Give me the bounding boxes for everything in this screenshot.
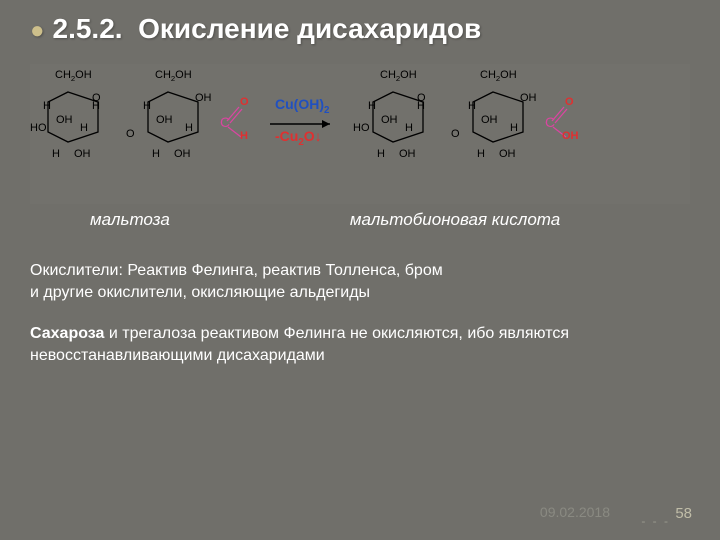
ho-label: HO [353, 122, 370, 134]
oh-label: OH [174, 148, 191, 160]
slide-date: 09.02.2018 [540, 504, 610, 520]
ho-label: HO [30, 122, 47, 134]
para2-bold: Сахароза [30, 325, 104, 342]
corner-decoration: - - - [641, 514, 670, 528]
reaction-scheme: CH2OH O H H OH H HO H OH O CH2OH OH H OH… [30, 64, 690, 204]
h-label: H [185, 122, 193, 134]
o-bridge: O [451, 128, 460, 140]
oh-label: OH [56, 114, 73, 126]
h-label: H [143, 100, 151, 112]
oh-label: OH [156, 114, 173, 126]
oh-label: OH [399, 148, 416, 160]
h-red: H [240, 130, 248, 142]
para2-line2: невосстанавливающими дисахаридами [30, 347, 325, 364]
oh-label: OH [74, 148, 91, 160]
slide: ●2.5.2. Окисление дисахаридов CH2OH O H … [0, 0, 720, 540]
oh-label: OH [195, 92, 212, 104]
oh-label: OH [481, 114, 498, 126]
reagent-cuoh2: Cu(OH)2 [275, 96, 329, 116]
h-label: H [405, 122, 413, 134]
h-label: H [43, 100, 51, 112]
h-label: H [52, 148, 60, 160]
h-label: H [468, 100, 476, 112]
maltose-label: мальтоза [90, 210, 170, 230]
h-label: H [477, 148, 485, 160]
o-red: O [565, 96, 574, 108]
para1-line1: Окислители: Реактив Фелинга, реактив Тол… [30, 262, 443, 279]
para1-line2: и другие окислители, окисляющие альдегид… [30, 284, 370, 301]
h-label: H [417, 100, 425, 112]
bullet-icon: ● [30, 17, 45, 44]
h-label: H [377, 148, 385, 160]
h-label: H [368, 100, 376, 112]
h-label: H [152, 148, 160, 160]
o-red: O [240, 96, 249, 108]
sucrose-text: Сахароза и трегалоза реактивом Фелинга н… [30, 323, 690, 368]
oh-label: OH [520, 92, 537, 104]
h-label: H [80, 122, 88, 134]
page-number: 58 [675, 505, 692, 522]
oh-label: OH [381, 114, 398, 126]
h-label: H [510, 122, 518, 134]
compound-labels: мальтоза мальтобионовая кислота [30, 210, 690, 230]
oxidizers-text: Окислители: Реактив Фелинга, реактив Тол… [30, 260, 690, 305]
oh-red: OH [562, 130, 579, 142]
maltobionic-label: мальтобионовая кислота [350, 210, 560, 230]
title-number: 2.5.2. [53, 13, 123, 44]
slide-title: ● 2.5.2. Окисление дисахаридов [30, 12, 690, 46]
reagent-cu2o: -Cu2O↓ [275, 128, 322, 148]
o-bridge: O [126, 128, 135, 140]
oh-label: OH [499, 148, 516, 160]
title-text: Окисление дисахаридов [138, 13, 481, 44]
para2-line1: и трегалоза реактивом Фелинга не окисляю… [104, 325, 569, 342]
h-label: H [92, 100, 100, 112]
